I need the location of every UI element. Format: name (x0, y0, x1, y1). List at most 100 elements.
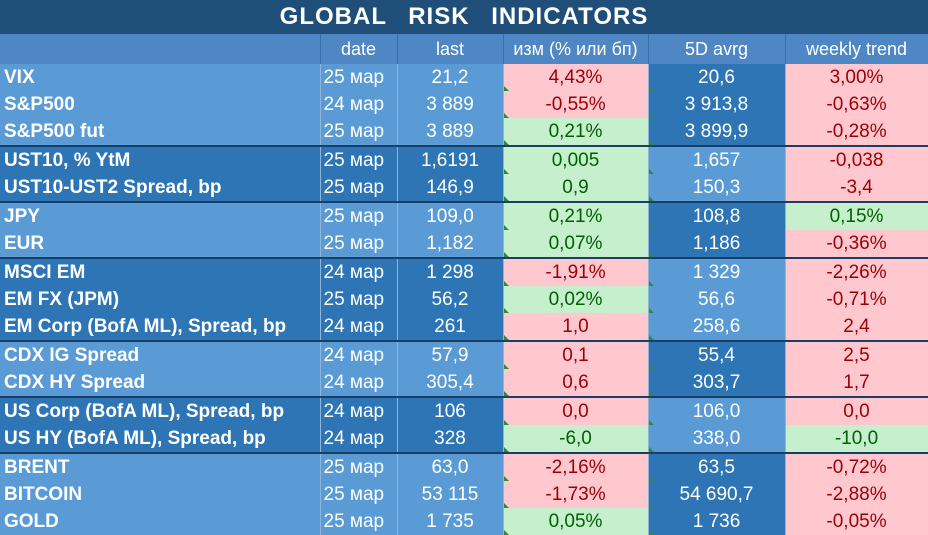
last-value-cell: 1,6191 (397, 145, 504, 174)
change-cell-text: 0,0 (562, 400, 589, 422)
weekly-trend-cell: -0,038 (785, 145, 928, 174)
table-row: EUR 25 мар 1,182 0,07% 1,186 -0,36% (0, 230, 928, 258)
date-cell: 24 мар (320, 396, 398, 425)
date-cell: 24 мар (320, 340, 398, 369)
five-day-average-cell: 55,4 (648, 340, 786, 369)
indicator-name: US Corp (BofA ML), Spread, bp (0, 396, 321, 425)
indicator-name-text: CDX IG Spread (4, 344, 140, 366)
table-row: S&P500 fut 25 мар 3 889 0,21% 3 899,9 -0,28% (0, 118, 928, 146)
last-value-cell: 56,2 (397, 286, 504, 313)
header-weekly-trend: weekly trend (785, 34, 928, 64)
table-title: GLOBAL RISK INDICATORS (0, 0, 928, 34)
indicator-name: UST10-UST2 Spread, bp (0, 174, 321, 202)
cell-comment-marker-icon (503, 169, 509, 174)
five-day-average-cell-text: 56,6 (698, 288, 735, 310)
table-row: US HY (BofA ML), Spread, bp 24 мар 328 -6,0… (0, 425, 928, 453)
change-cell-text: -1,91% (545, 261, 606, 283)
change-cell: -1,73% (503, 481, 649, 508)
weekly-trend-cell-text: -3,4 (840, 176, 873, 198)
header-indicator (0, 34, 321, 64)
five-day-average-cell: 20,6 (648, 64, 786, 91)
indicator-name: S&P500 (0, 91, 321, 118)
cell-comment-marker-icon (503, 140, 509, 145)
table-row: JPY 25 мар 109,0 0,21% 108,8 0,15% (0, 201, 928, 230)
last-value-cell-text: 56,2 (431, 288, 469, 310)
cell-comment-marker-icon (648, 113, 654, 118)
five-day-average-cell-text: 303,7 (692, 371, 741, 393)
weekly-trend-cell: -0,63% (785, 91, 928, 118)
cell-comment-marker-icon (648, 308, 654, 313)
cell-comment-marker-icon (503, 281, 509, 286)
indicator-name: CDX IG Spread (0, 340, 321, 369)
five-day-average-cell: 3 913,8 (648, 91, 786, 118)
change-cell-text: 4,43% (548, 66, 603, 88)
last-value-cell: 106 (397, 396, 504, 425)
date-cell-text: 25 мар (323, 483, 385, 505)
five-day-average-cell-text: 3 899,9 (684, 120, 749, 142)
indicator-name: US HY (BofA ML), Spread, bp (0, 425, 321, 453)
date-cell-text: 24 мар (323, 371, 385, 393)
indicator-name: JPY (0, 201, 321, 230)
cell-comment-marker-icon (503, 420, 509, 425)
change-cell: -1,91% (503, 257, 649, 286)
five-day-average-cell: 1,657 (648, 145, 786, 174)
last-value-cell-text: 3 889 (426, 120, 474, 142)
date-cell: 25 мар (320, 230, 398, 258)
weekly-trend-cell: -0,05% (785, 508, 928, 535)
date-cell: 25 мар (320, 201, 398, 230)
last-value-cell-text: 53 115 (421, 483, 479, 505)
five-day-average-cell-text: 1 329 (692, 261, 741, 283)
cell-comment-marker-icon (503, 113, 509, 118)
date-cell-text: 24 мар (323, 427, 385, 449)
change-cell-text: -6,0 (559, 427, 592, 449)
change-cell: 0,05% (503, 508, 649, 535)
date-cell-text: 24 мар (323, 400, 385, 422)
date-cell-text: 25 мар (323, 288, 385, 310)
last-value-cell: 3 889 (397, 118, 504, 146)
indicator-name-text: EM FX (JPM) (4, 288, 120, 310)
weekly-trend-cell-text: 1,7 (843, 371, 870, 393)
five-day-average-cell: 63,5 (648, 452, 786, 481)
last-value-cell-text: 328 (434, 427, 466, 449)
header-5d-average: 5D avrg (648, 34, 786, 64)
indicator-name-text: US Corp (BofA ML), Spread, bp (4, 400, 285, 422)
header-last: last (397, 34, 504, 64)
cell-comment-marker-icon (648, 281, 654, 286)
last-value-cell: 1,182 (397, 230, 504, 258)
change-cell-text: 0,1 (562, 344, 589, 366)
weekly-trend-cell-text: -0,63% (826, 93, 887, 115)
change-cell: -6,0 (503, 425, 649, 453)
change-cell-text: 0,21% (548, 205, 603, 227)
weekly-trend-cell: 2,5 (785, 340, 928, 369)
table-row: UST10, % YtM 25 мар 1,6191 0,005 1,657 -0,038 (0, 145, 928, 174)
cell-comment-marker-icon (503, 391, 509, 396)
five-day-average-cell: 338,0 (648, 425, 786, 453)
date-cell: 25 мар (320, 174, 398, 202)
five-day-average-cell: 56,6 (648, 286, 786, 313)
five-day-average-cell: 258,6 (648, 313, 786, 341)
table-row: VIX 25 мар 21,2 4,43% 20,6 3,00% (0, 64, 928, 91)
weekly-trend-cell-text: 2,5 (843, 344, 870, 366)
change-cell: -0,55% (503, 91, 649, 118)
five-day-average-cell-text: 1,186 (692, 232, 741, 254)
date-cell: 24 мар (320, 257, 398, 286)
cell-comment-marker-icon (503, 86, 509, 91)
date-cell: 24 мар (320, 369, 398, 397)
five-day-average-cell-text: 108,8 (692, 205, 741, 227)
weekly-trend-cell: -0,36% (785, 230, 928, 258)
weekly-trend-cell-text: -0,72% (826, 456, 887, 478)
change-cell: 0,6 (503, 369, 649, 397)
indicator-name: EM FX (JPM) (0, 286, 321, 313)
cell-comment-marker-icon (503, 335, 509, 340)
change-cell-text: 0,02% (548, 288, 603, 310)
weekly-trend-cell-text: 2,4 (843, 315, 870, 337)
five-day-average-cell-text: 106,0 (692, 400, 741, 422)
weekly-trend-cell-text: -0,038 (829, 149, 884, 171)
cell-comment-marker-icon (648, 335, 654, 340)
five-day-average-cell: 54 690,7 (648, 481, 786, 508)
five-day-average-cell: 150,3 (648, 174, 786, 202)
five-day-average-cell: 3 899,9 (648, 118, 786, 146)
cell-comment-marker-icon (503, 530, 509, 535)
cell-comment-marker-icon (648, 364, 654, 369)
indicator-name: MSCI EM (0, 257, 321, 286)
